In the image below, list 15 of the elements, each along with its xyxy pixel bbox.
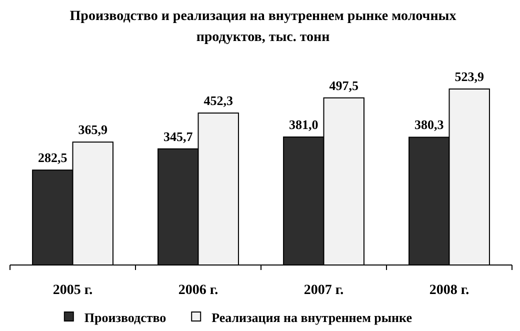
data-label: 345,7	[164, 128, 194, 144]
data-label: 282,5	[38, 150, 68, 166]
data-label: 497,5	[329, 78, 359, 93]
x-tick-label: 2008 г.	[429, 283, 470, 298]
data-label: 365,9	[78, 122, 108, 138]
data-label: 523,9	[454, 69, 484, 84]
x-tick-label: 2005 г.	[52, 283, 93, 298]
data-label: 381,0	[289, 117, 318, 132]
legend-label: Реализация на внутреннем рынке	[212, 310, 412, 325]
legend-label: Производство	[84, 310, 166, 325]
data-label: 452,3	[204, 93, 234, 108]
data-label: 380,3	[414, 117, 444, 132]
chart-title: Производство и реализация на внутреннем рынке молочных продуктов, тыс. тонн	[70, 9, 456, 45]
x-tick-label: 2006 г.	[178, 283, 218, 298]
x-tick-label: 2007 г.	[304, 283, 344, 298]
